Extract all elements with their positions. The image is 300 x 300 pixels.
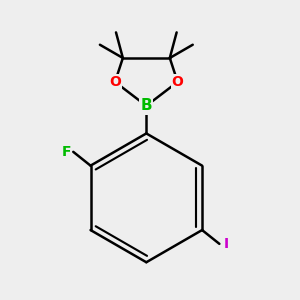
- Text: F: F: [62, 145, 71, 159]
- Text: I: I: [224, 237, 229, 251]
- Text: O: O: [109, 75, 121, 89]
- Text: O: O: [172, 75, 184, 89]
- Text: B: B: [140, 98, 152, 113]
